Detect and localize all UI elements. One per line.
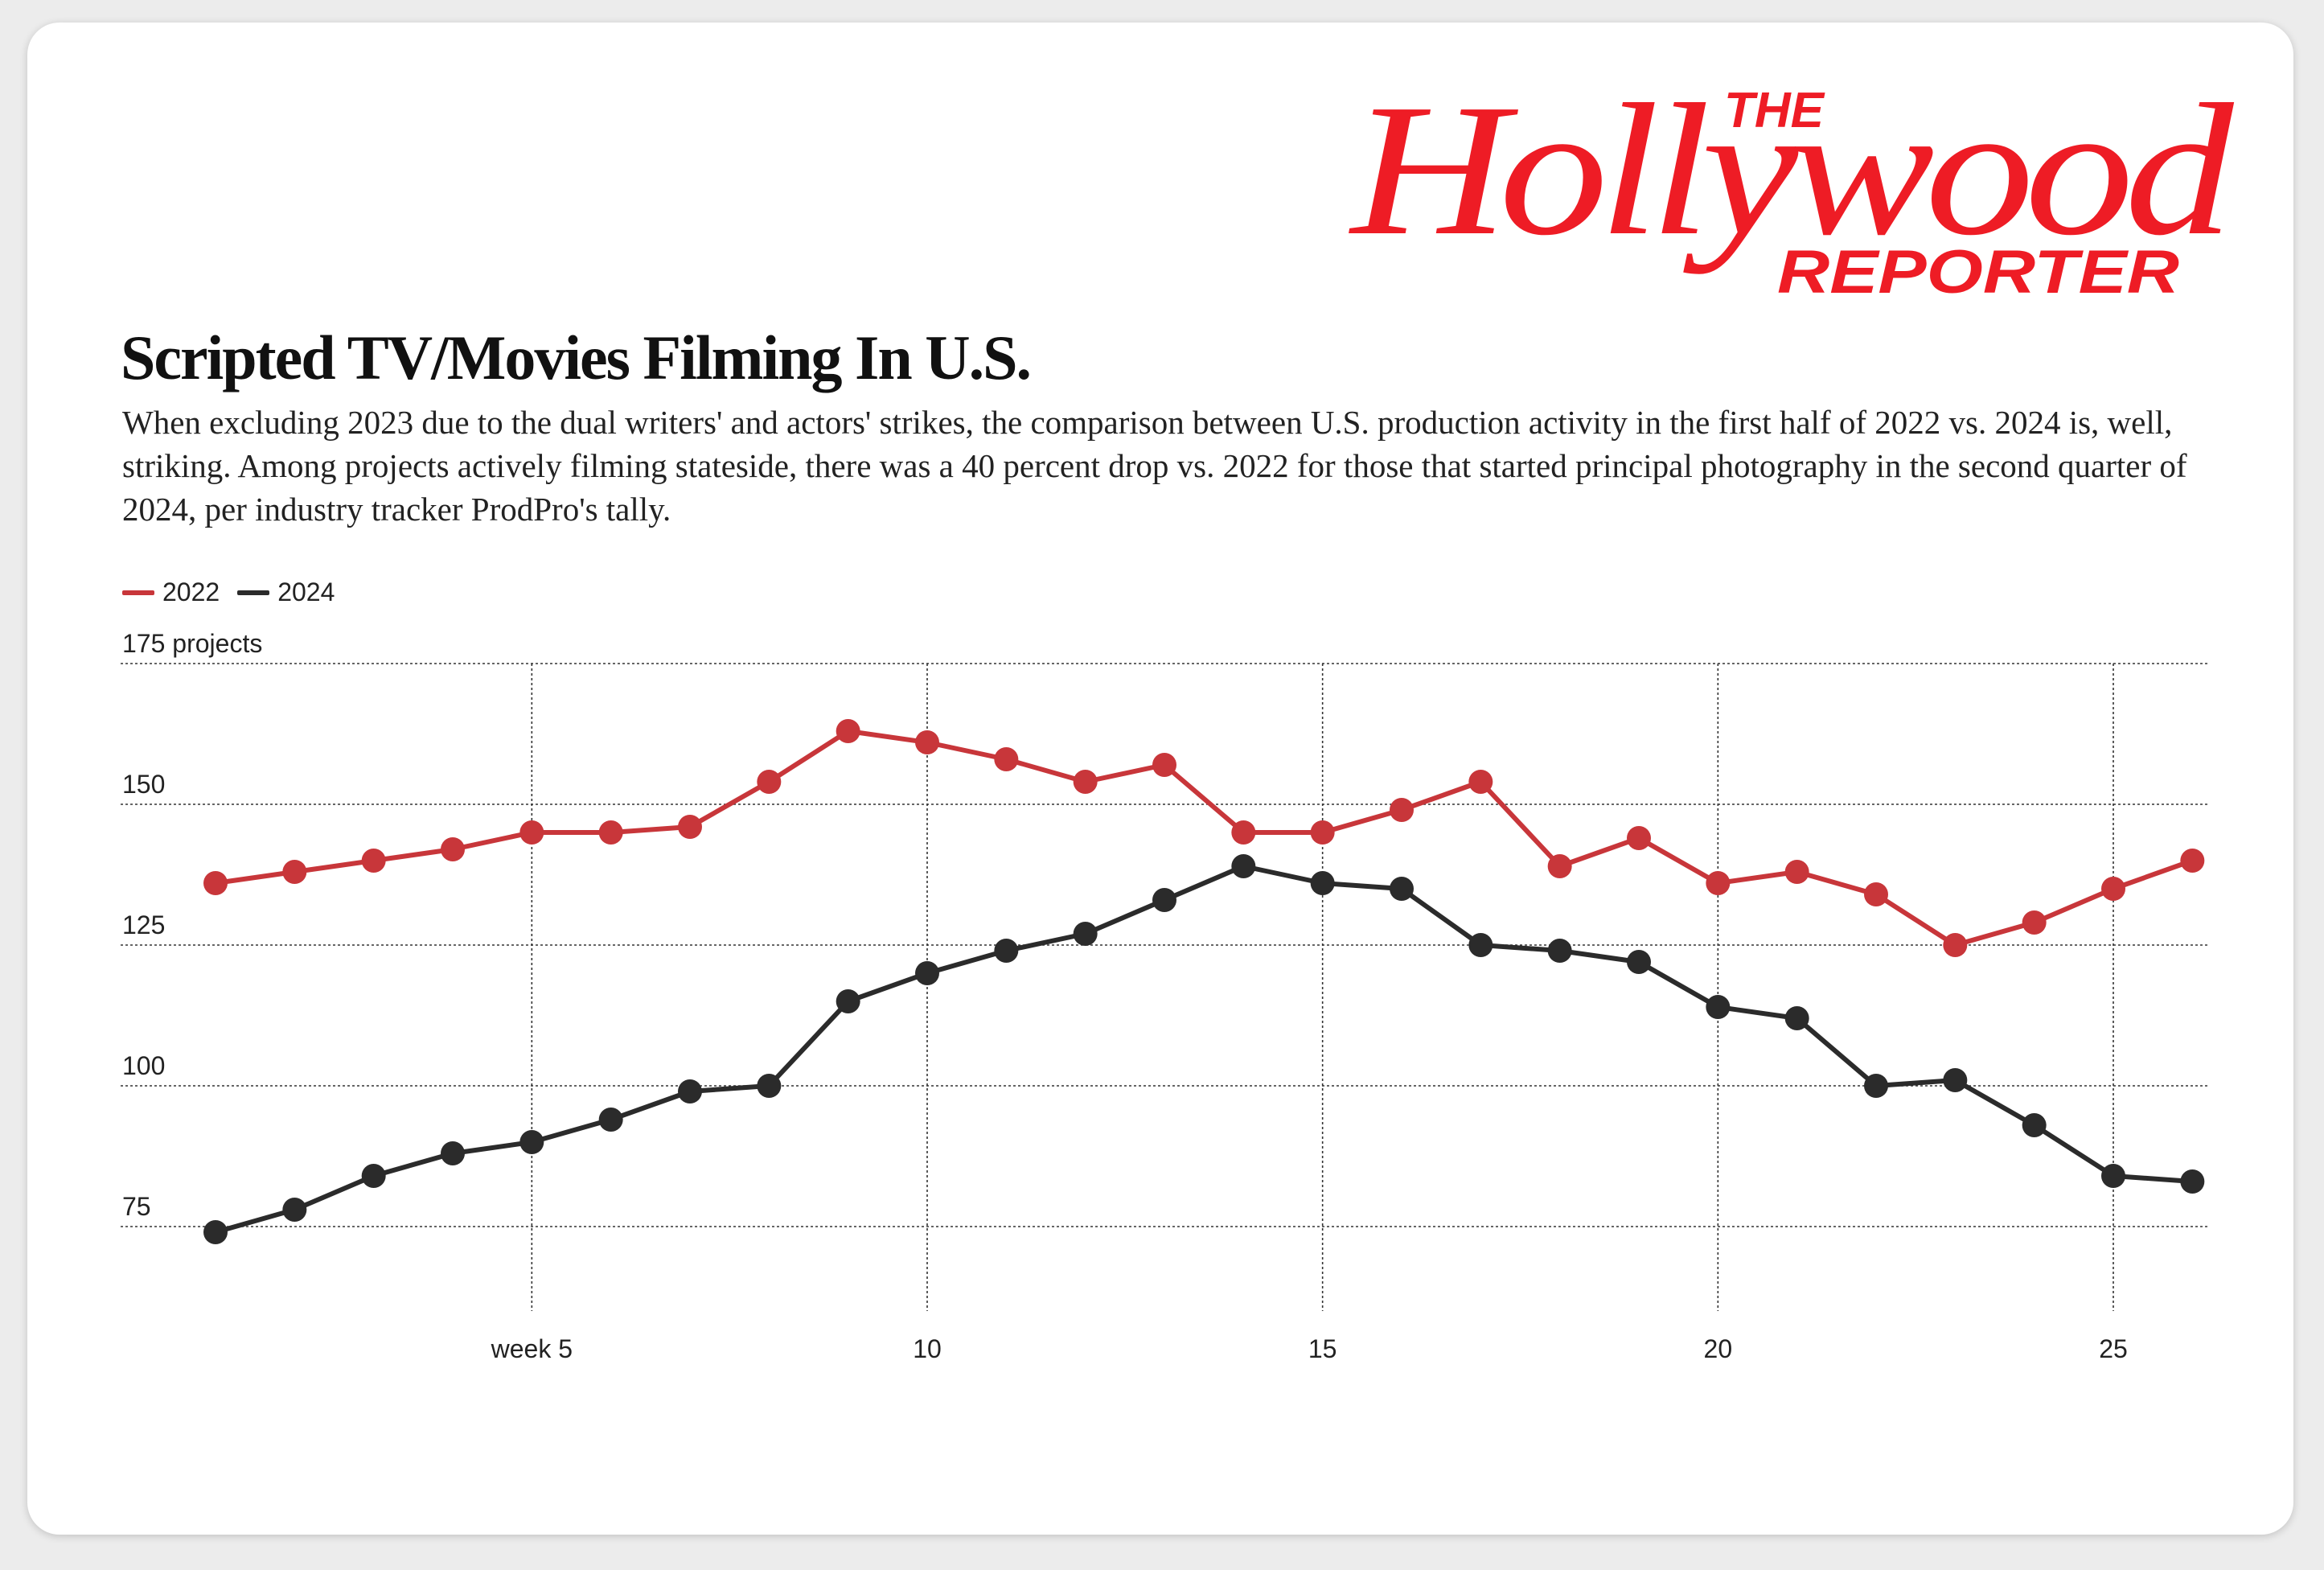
data-point-2022-week-23: [1943, 933, 1968, 957]
data-point-2024-week-1: [203, 1220, 228, 1244]
logo-hollywood: Hollywood: [1349, 65, 2236, 274]
data-point-2024-week-12: [1073, 922, 1098, 946]
data-point-2024-week-23: [1943, 1068, 1968, 1092]
data-point-2024-week-22: [1864, 1074, 1888, 1098]
data-point-2022-week-26: [2180, 849, 2205, 873]
y-tick-label-150: 150: [122, 770, 165, 799]
data-point-2024-week-11: [994, 939, 1019, 963]
y-tick-label-100: 100: [122, 1051, 165, 1080]
chart-legend: 2022 2024: [122, 577, 352, 607]
legend-swatch-2024: [237, 590, 270, 595]
data-point-2024-week-16: [1390, 877, 1414, 901]
x-tick-label-25: 25: [2099, 1334, 2128, 1363]
logo-the: THE: [1724, 83, 1825, 138]
data-point-2022-week-12: [1073, 770, 1098, 794]
data-point-2022-week-4: [441, 837, 465, 861]
data-point-2024-week-5: [519, 1130, 544, 1154]
data-point-2022-week-1: [203, 871, 228, 895]
y-tick-label-75: 75: [122, 1192, 151, 1221]
data-point-2024-week-21: [1784, 1006, 1809, 1030]
data-point-2024-week-24: [2022, 1113, 2047, 1137]
data-point-2022-week-10: [915, 730, 939, 754]
data-point-2024-week-10: [915, 961, 939, 985]
legend-label-2024: 2024: [277, 577, 335, 606]
data-point-2022-week-16: [1390, 798, 1414, 822]
data-point-2022-week-20: [1706, 871, 1731, 895]
y-tick-label-175: 175 projects: [122, 629, 262, 658]
chart-title: Scripted TV/Movies Filming In U.S.: [121, 323, 1032, 392]
hollywood-reporter-logo: THE Hollywood REPORTER: [1349, 65, 2244, 304]
data-point-2024-week-20: [1706, 995, 1731, 1019]
data-point-2024-week-3: [361, 1164, 386, 1188]
data-point-2022-week-19: [1627, 826, 1651, 850]
data-point-2024-week-26: [2180, 1169, 2205, 1194]
legend-swatch-2022: [122, 590, 154, 595]
data-point-2022-week-7: [678, 815, 702, 839]
data-point-2024-week-7: [678, 1079, 702, 1104]
data-point-2022-week-9: [836, 719, 860, 743]
series-line-2024: [213, 864, 2195, 1235]
data-point-2022-week-5: [519, 820, 544, 845]
logo-reporter: REPORTER: [1777, 238, 2179, 304]
data-point-2024-week-17: [1468, 933, 1493, 957]
data-point-2022-week-14: [1231, 820, 1256, 845]
data-point-2022-week-21: [1784, 860, 1809, 884]
data-point-2024-week-2: [282, 1198, 307, 1222]
data-point-2024-week-14: [1231, 854, 1256, 878]
data-point-2022-week-13: [1152, 753, 1176, 777]
data-point-2022-week-18: [1547, 854, 1572, 878]
data-point-2024-week-9: [836, 989, 860, 1013]
legend-item-2022: 2022: [122, 577, 220, 607]
grid-layer: [121, 663, 2208, 1311]
data-point-2024-week-18: [1547, 939, 1572, 963]
series-line-2022: [213, 729, 2195, 947]
x-tick-label-20: 20: [1704, 1334, 1733, 1363]
data-point-2024-week-13: [1152, 888, 1176, 912]
data-point-2022-week-15: [1310, 820, 1335, 845]
series-layer: [203, 719, 2205, 1244]
legend-item-2024: 2024: [237, 577, 335, 607]
data-point-2024-week-6: [598, 1108, 623, 1132]
x-tick-label-15: 15: [1308, 1334, 1337, 1363]
data-point-2022-week-2: [282, 860, 307, 884]
label-layer: 175 projects 150 125 100 75 week 5 10 15 20 25: [122, 629, 2128, 1363]
data-point-2022-week-8: [757, 770, 782, 794]
legend-label-2022: 2022: [162, 577, 220, 606]
data-point-2022-week-22: [1864, 882, 1888, 906]
data-point-2022-week-17: [1468, 770, 1493, 794]
chart-card: THE Hollywood REPORTER Scripted TV/Movie…: [27, 23, 2293, 1535]
x-tick-label-10: 10: [913, 1334, 942, 1363]
data-point-2024-week-19: [1627, 950, 1651, 974]
data-point-2022-week-24: [2022, 910, 2047, 935]
data-point-2022-week-11: [994, 747, 1019, 771]
data-point-2024-week-15: [1310, 871, 1335, 895]
data-point-2022-week-6: [598, 820, 623, 845]
data-point-2024-week-25: [2101, 1164, 2125, 1188]
data-point-2024-week-8: [757, 1074, 782, 1098]
line-chart: 175 projects 150 125 100 75 week 5 10 15 20 25: [121, 629, 2208, 1363]
data-point-2024-week-4: [441, 1141, 465, 1165]
data-point-2022-week-25: [2101, 877, 2125, 901]
x-tick-label-5: week 5: [491, 1334, 573, 1363]
y-tick-label-125: 125: [122, 910, 165, 939]
chart-description: When excluding 2023 due to the dual writ…: [122, 404, 2187, 528]
data-point-2022-week-3: [361, 849, 386, 873]
